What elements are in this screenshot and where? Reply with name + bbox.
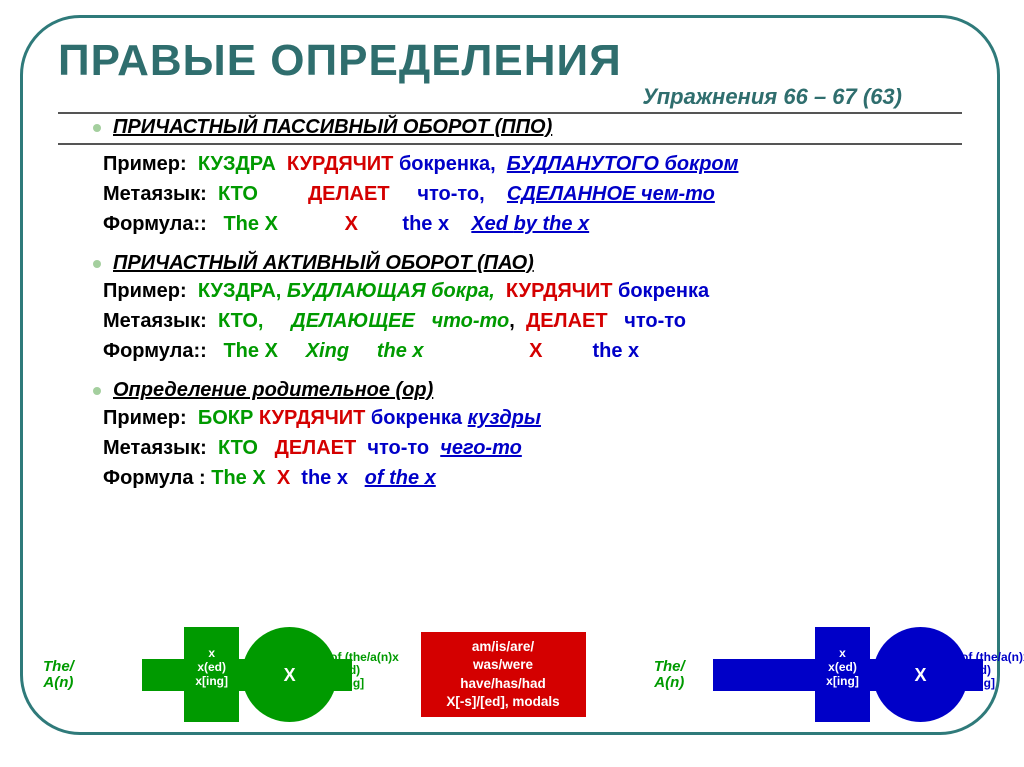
diagrams-row: The/A(n) xx(ed)x[ing] X of (the/a(n)xX(e… [43, 627, 983, 722]
section-1: ПРИЧАСТНЫЙ АКТИВНЫЙ ОБОРОТ (ПАО) Пример: … [58, 252, 962, 365]
divider-top [58, 112, 962, 114]
meta-row: Метаязык: КТО ДЕЛАЕТ что-то, СДЕЛАННОЕ ч… [103, 181, 962, 208]
section-heading: ПРИЧАСТНЫЙ ПАССИВНЫЙ ОБОРОТ (ППО) [58, 116, 962, 139]
blue-prefix: The/A(n) [654, 659, 685, 691]
slide-subtitle: Упражнения 66 – 67 (63) [58, 84, 962, 110]
section-0: ПРИЧАСТНЫЙ ПАССИВНЫЙ ОБОРОТ (ППО) Пример:… [58, 116, 962, 238]
green-diagram: xx(ed)x[ing] X of (the/a(n)xX(ed)X[ing] [142, 627, 352, 722]
bullet-icon [93, 260, 101, 268]
sections-container: ПРИЧАСТНЫЙ ПАССИВНЫЙ ОБОРОТ (ППО) Пример:… [58, 116, 962, 492]
example-row: Пример: БОКР КУРДЯЧИТ бокренка куздры [103, 405, 962, 432]
formula-row: Формула:: The X Xing the x X the x [103, 338, 962, 365]
meta-row: Метаязык: КТО, ДЕЛАЮЩЕЕ что-то, ДЕЛАЕТ ч… [103, 308, 962, 335]
slide-title: ПРАВЫЕ ОПРЕДЕЛЕНИЯ [58, 36, 962, 86]
example-row: Пример: КУЗДРА КУРДЯЧИТ бокренка, БУДЛАН… [103, 151, 962, 178]
bullet-icon [93, 124, 101, 132]
example-row: Пример: КУЗДРА, БУДЛАЮЩАЯ бокра, КУРДЯЧИ… [103, 278, 962, 305]
section-heading: ПРИЧАСТНЫЙ АКТИВНЫЙ ОБОРОТ (ПАО) [58, 252, 962, 275]
red-box: am/is/are/was/werehave/has/hadX[-s]/[ed]… [421, 632, 586, 717]
formula-row: Формула:: The X X the x Xed by the x [103, 211, 962, 238]
meta-row: Метаязык: КТО ДЕЛАЕТ что-то чего-то [103, 435, 962, 462]
blue-diagram: preposition xx(ed)x[ing] X of (the/a(n)x… [753, 627, 983, 722]
green-prefix: The/A(n) [43, 659, 74, 691]
slide-frame: ПРАВЫЕ ОПРЕДЕЛЕНИЯ Упражнения 66 – 67 (6… [20, 15, 1000, 735]
divider-under-heading [58, 143, 962, 145]
formula-row: Формула : The X X the x of the x [103, 465, 962, 492]
section-heading: Определение родительное (ор) [58, 379, 962, 402]
section-2: Определение родительное (ор) Пример: БОКР… [58, 379, 962, 492]
bullet-icon [93, 387, 101, 395]
